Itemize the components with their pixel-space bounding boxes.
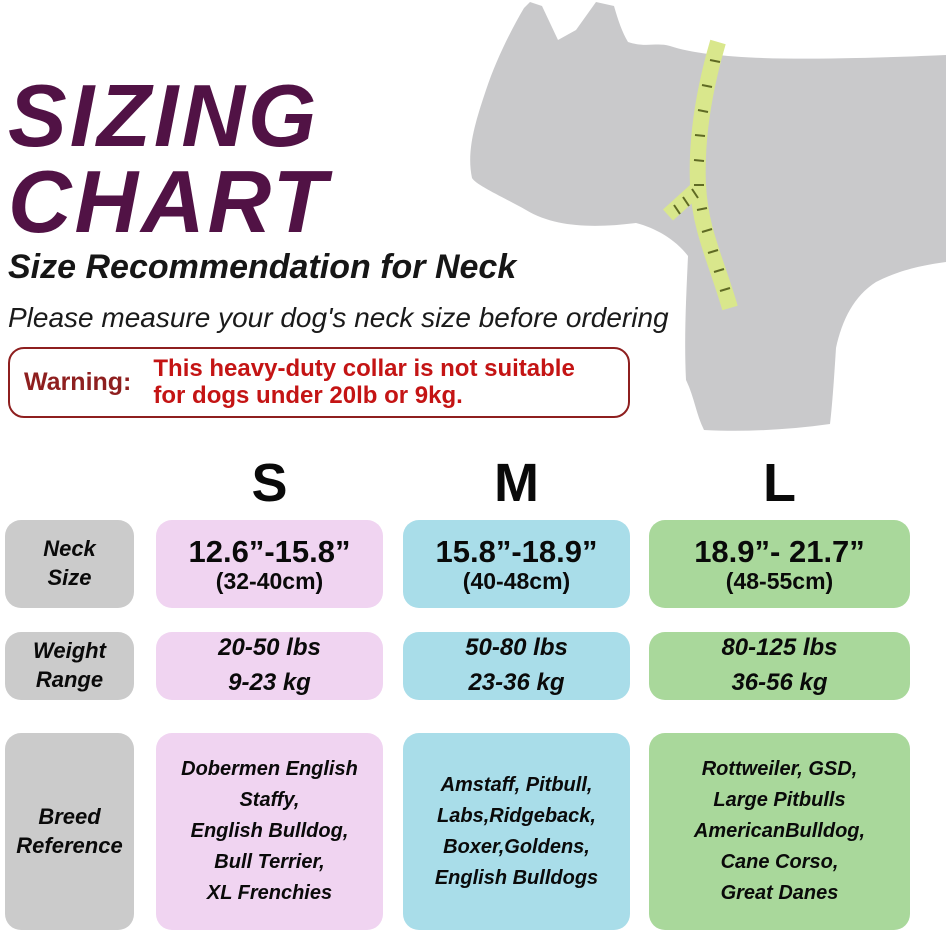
page-title-line1: SIZING (8, 66, 320, 165)
column-header-l: L (763, 453, 796, 513)
column-header-m: M (494, 453, 539, 513)
neck-cm-l: (48-55cm) (725, 568, 834, 595)
row-label-breed-reference: Breed Reference (5, 733, 134, 930)
row-label-neck-size: Neck Size (5, 520, 134, 608)
neck-inches-m: 15.8”-18.9” (435, 533, 598, 569)
cell-weight-range-m: 50-80 lbs 23-36 kg (403, 632, 630, 700)
warning-label: Warning: (24, 368, 132, 396)
cell-breed-reference-l: Rottweiler, GSD, Large Pitbulls American… (649, 733, 910, 930)
subtitle: Size Recommendation for Neck (8, 248, 517, 286)
cell-breed-reference-s: Dobermen English Staffy, English Bulldog… (156, 733, 383, 930)
warning-text: This heavy-duty collar is not suitable f… (153, 354, 575, 409)
neck-inches-s: 12.6”-15.8” (188, 533, 351, 569)
cell-weight-range-s: 20-50 lbs 9-23 kg (156, 632, 383, 700)
cell-breed-reference-m: Amstaff, Pitbull, Labs,Ridgeback, Boxer,… (403, 733, 630, 930)
cell-neck-size-m: 15.8”-18.9” (40-48cm) (403, 520, 630, 608)
neck-cm-m: (40-48cm) (462, 568, 571, 595)
cell-neck-size-l: 18.9”- 21.7” (48-55cm) (649, 520, 910, 608)
neck-cm-s: (32-40cm) (215, 568, 324, 595)
page-title-line2: CHART (8, 152, 330, 251)
measure-note: Please measure your dog's neck size befo… (8, 302, 669, 333)
row-label-weight-range: Weight Range (5, 632, 134, 700)
measuring-tape-icon (662, 39, 738, 311)
cell-neck-size-s: 12.6”-15.8” (32-40cm) (156, 520, 383, 608)
neck-inches-l: 18.9”- 21.7” (694, 533, 865, 569)
column-header-s: S (251, 453, 288, 513)
cell-weight-range-l: 80-125 lbs 36-56 kg (649, 632, 910, 700)
warning-box: Warning: This heavy-duty collar is not s… (8, 347, 630, 418)
